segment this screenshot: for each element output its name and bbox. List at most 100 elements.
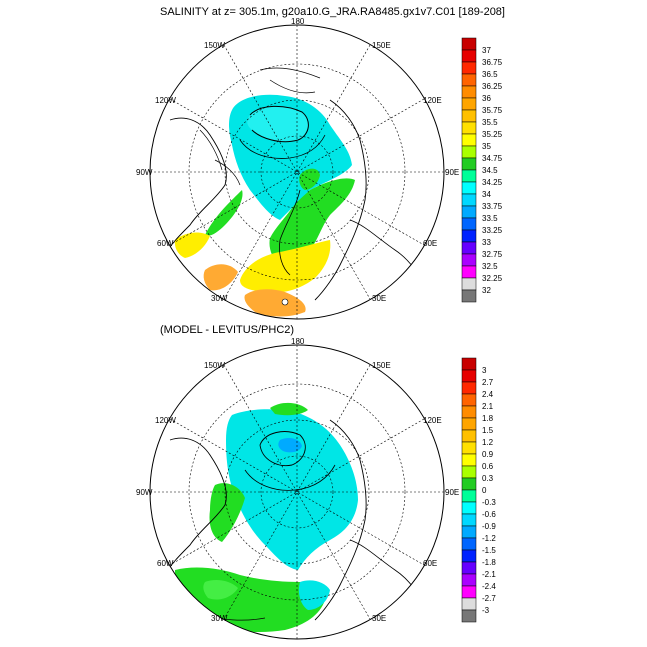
colorbar-label: -1.5 bbox=[482, 546, 496, 555]
lon-label-120w: 120W bbox=[155, 416, 176, 425]
graticule bbox=[150, 25, 444, 319]
lon-label-120e: 120E bbox=[423, 416, 442, 425]
colorbar-label: 0.3 bbox=[482, 474, 494, 483]
colorbar-label: 0.6 bbox=[482, 462, 494, 471]
colorbar-swatch bbox=[461, 97, 477, 111]
colorbar-label: 33 bbox=[482, 238, 491, 247]
colorbar-swatch bbox=[461, 169, 477, 183]
lon-label-150w: 150W bbox=[204, 41, 225, 50]
colorbar-label: 2.1 bbox=[482, 402, 494, 411]
colorbar-label: 2.4 bbox=[482, 390, 494, 399]
difference-field bbox=[164, 402, 426, 633]
colorbar-swatch bbox=[461, 241, 477, 255]
colorbar-label: 32 bbox=[482, 286, 491, 295]
lon-label-90w: 90W bbox=[136, 488, 153, 497]
lon-label-120w: 120W bbox=[155, 96, 176, 105]
colorbar-label: -0.6 bbox=[482, 510, 496, 519]
difference-map-panel: 180 0 90W 90E 120W 150W 150E 120E 60W 30… bbox=[136, 337, 496, 640]
salinity-map-panel: 180 0 90W 90E 120W 150W 150E 120E 60W 30… bbox=[136, 17, 503, 320]
colorbar-swatch bbox=[461, 429, 477, 443]
colorbar-swatch bbox=[461, 121, 477, 135]
yellow-patch bbox=[174, 232, 210, 258]
lon-label-180: 180 bbox=[291, 337, 305, 346]
green-coast-strip bbox=[205, 190, 243, 236]
yellow-region bbox=[240, 240, 331, 293]
inner-cyan-region bbox=[247, 106, 309, 142]
colorbar-label: -0.9 bbox=[482, 522, 496, 531]
colorbar-swatch bbox=[461, 609, 477, 623]
colorbar-swatch bbox=[461, 181, 477, 195]
green-left-patch bbox=[209, 483, 245, 542]
colorbar-swatch bbox=[461, 277, 477, 291]
lon-label-60e: 60E bbox=[423, 239, 437, 248]
orange-region bbox=[244, 289, 306, 317]
colorbar-swatch bbox=[461, 525, 477, 539]
lon-label-90e: 90E bbox=[445, 488, 459, 497]
colorbar-label: 33.75 bbox=[482, 202, 503, 211]
lon-label-60e: 60E bbox=[423, 559, 437, 568]
colorbar-label: 34.75 bbox=[482, 154, 503, 163]
colorbar-label: 2.7 bbox=[482, 378, 494, 387]
colorbar-label: 1.8 bbox=[482, 414, 494, 423]
colorbar-label: 36.5 bbox=[482, 70, 498, 79]
colorbar-swatch bbox=[461, 49, 477, 63]
lon-label-150e: 150E bbox=[372, 41, 391, 50]
colorbar-label: -1.8 bbox=[482, 558, 496, 567]
colorbar-swatch bbox=[461, 537, 477, 551]
colorbar-label: 35.75 bbox=[482, 106, 503, 115]
colorbar-label: 36.25 bbox=[482, 82, 503, 91]
orange-patch bbox=[203, 264, 238, 291]
colorbar-swatch bbox=[461, 289, 477, 303]
colorbar-swatch bbox=[461, 573, 477, 587]
green-region bbox=[269, 178, 355, 268]
colorbar-swatch bbox=[461, 477, 477, 491]
lon-label-150w: 150W bbox=[204, 361, 225, 370]
colorbar-swatch bbox=[461, 585, 477, 599]
colorbar-swatch bbox=[461, 157, 477, 171]
lon-label-180: 180 bbox=[291, 17, 305, 26]
colorbar-swatch bbox=[461, 441, 477, 455]
colorbar-swatch bbox=[461, 37, 477, 51]
lon-label-60w: 60W bbox=[157, 559, 174, 568]
colorbar-label: -2.1 bbox=[482, 570, 496, 579]
colorbar-label: 33.25 bbox=[482, 226, 503, 235]
colorbar-label: 32.5 bbox=[482, 262, 498, 271]
difference-title: (MODEL - LEVITUS/PHC2) bbox=[160, 324, 295, 336]
green-top-patch bbox=[270, 402, 308, 416]
light-green-patch bbox=[203, 580, 238, 600]
colorbar-swatch bbox=[461, 513, 477, 527]
lon-label-120e: 120E bbox=[423, 96, 442, 105]
colorbar-swatch bbox=[461, 265, 477, 279]
colorbar-swatch bbox=[461, 381, 477, 395]
colorbar-label: 32.25 bbox=[482, 274, 503, 283]
colorbar-label: 3 bbox=[482, 366, 487, 375]
colorbar-swatch bbox=[461, 205, 477, 219]
colorbar-label: 0.9 bbox=[482, 450, 494, 459]
colorbar-label: -2.4 bbox=[482, 582, 496, 591]
cyan-bottom-patch bbox=[298, 580, 330, 610]
colorbar-label: 34.5 bbox=[482, 166, 498, 175]
colorbar-label: 36.75 bbox=[482, 58, 503, 67]
salinity-field bbox=[164, 67, 426, 317]
colorbar-label: -1.2 bbox=[482, 534, 496, 543]
colorbar-label: 1.5 bbox=[482, 426, 494, 435]
colorbar-label: 34.25 bbox=[482, 178, 503, 187]
colorbar-swatch bbox=[461, 501, 477, 515]
colorbar-label: 37 bbox=[482, 46, 491, 55]
colorbar-label: 1.2 bbox=[482, 438, 494, 447]
colorbar-label: 32.75 bbox=[482, 250, 503, 259]
colorbar-swatch bbox=[461, 489, 477, 503]
colorbar-label: -2.7 bbox=[482, 594, 496, 603]
colorbar-swatch bbox=[461, 133, 477, 147]
colorbar-swatch bbox=[461, 253, 477, 267]
cyan-region bbox=[226, 409, 358, 570]
colorbar-label: 34 bbox=[482, 190, 491, 199]
colorbar-label: 35.25 bbox=[482, 130, 503, 139]
map-boundary bbox=[149, 24, 445, 320]
colorbar-label: 36 bbox=[482, 94, 491, 103]
colorbar-swatch bbox=[461, 73, 477, 87]
colorbar-label: 0 bbox=[482, 486, 487, 495]
lon-label-90e: 90E bbox=[445, 168, 459, 177]
colorbar-label: 33.5 bbox=[482, 214, 498, 223]
lon-label-30e: 30E bbox=[372, 614, 386, 623]
